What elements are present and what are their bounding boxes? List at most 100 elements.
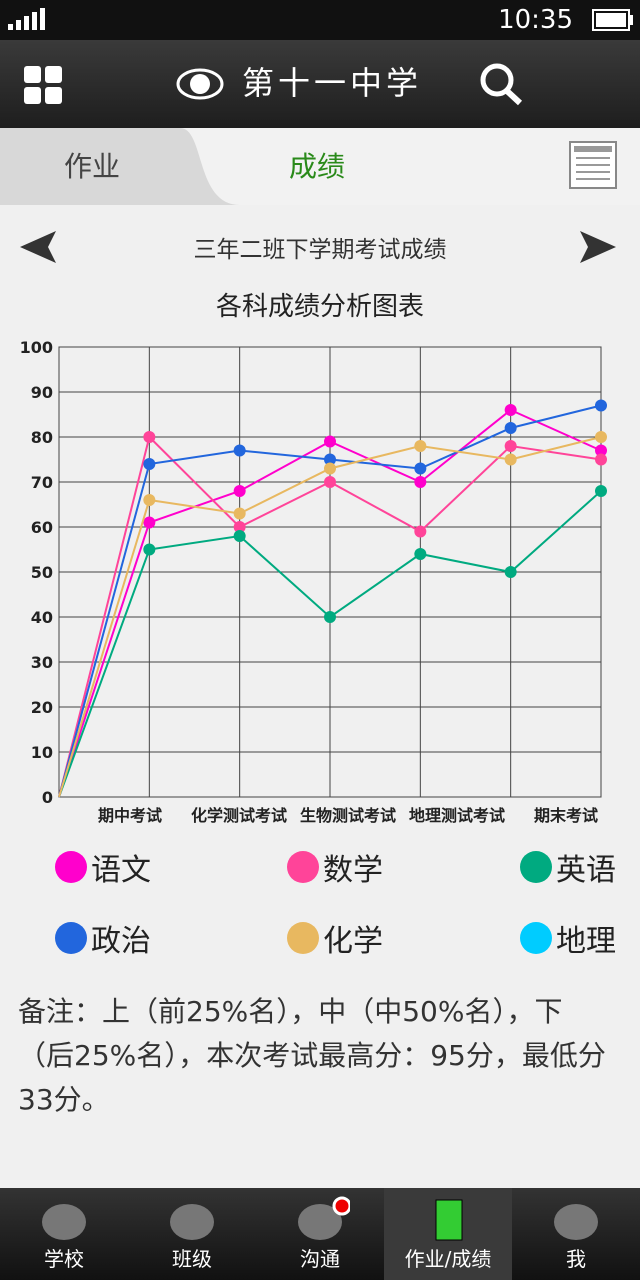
legend-label: 数学 bbox=[323, 853, 383, 888]
nav-item[interactable]: 作业/成绩 bbox=[384, 1188, 512, 1280]
legend-item: 政治 bbox=[55, 916, 151, 960]
y-tick-label: 10 bbox=[31, 743, 53, 762]
report-title: 三年二班下学期考试成绩 bbox=[194, 237, 447, 263]
tab-homework[interactable]: 作业 bbox=[64, 150, 120, 183]
y-tick-label: 50 bbox=[31, 563, 53, 582]
data-point bbox=[504, 453, 517, 466]
x-tick-label: 期中考试 bbox=[98, 806, 162, 825]
nav-label: 作业/成绩 bbox=[404, 1247, 492, 1271]
nav-item[interactable]: 沟通 bbox=[256, 1188, 384, 1280]
status-icons: 10:35 bbox=[8, 5, 633, 35]
clock: 10:35 bbox=[498, 5, 573, 35]
legend-item: 地理 bbox=[520, 916, 616, 960]
legend-item: 数学 bbox=[287, 845, 383, 889]
y-tick-label: 40 bbox=[31, 608, 53, 627]
data-point bbox=[595, 399, 607, 412]
data-point bbox=[414, 525, 427, 538]
data-point bbox=[233, 530, 246, 542]
legend-label: 政治 bbox=[91, 924, 151, 959]
legend-label: 语文 bbox=[91, 853, 151, 888]
data-point bbox=[414, 476, 427, 488]
note: 备注：上（前25%名），中（中50%名），下（后25%名），本次考试最高分：95… bbox=[18, 995, 606, 1116]
y-tick-label: 60 bbox=[31, 518, 53, 537]
nav-icon bbox=[42, 1204, 86, 1240]
nav-icon bbox=[554, 1204, 598, 1240]
nav-icon bbox=[435, 1199, 463, 1241]
nav-label: 班级 bbox=[172, 1247, 212, 1271]
data-point bbox=[143, 431, 156, 443]
data-point bbox=[504, 566, 517, 578]
x-tick-label: 化学测试考试 bbox=[191, 806, 287, 825]
y-tick-label: 20 bbox=[31, 698, 53, 717]
data-point bbox=[504, 440, 517, 452]
nav-label: 沟通 bbox=[300, 1247, 340, 1271]
data-point bbox=[414, 440, 427, 452]
nav-item[interactable]: 班级 bbox=[128, 1188, 256, 1280]
nav-item[interactable]: 学校 bbox=[0, 1188, 128, 1280]
legend-swatch bbox=[55, 922, 87, 954]
y-tick-label: 30 bbox=[31, 653, 53, 672]
data-point bbox=[595, 444, 607, 457]
y-tick-label: 70 bbox=[31, 473, 53, 492]
legend-swatch bbox=[55, 851, 87, 883]
nav-item[interactable]: 我 bbox=[512, 1188, 640, 1280]
data-point bbox=[414, 548, 427, 560]
tab-grades[interactable]: 成绩 bbox=[289, 150, 345, 183]
data-point bbox=[324, 476, 336, 488]
app-header: 第十一中学 bbox=[0, 40, 640, 128]
data-point bbox=[233, 507, 246, 520]
data-point bbox=[324, 435, 336, 448]
legend-item: 英语 bbox=[520, 845, 616, 889]
data-point bbox=[324, 462, 336, 475]
tab-bar: 作业 成绩 bbox=[0, 128, 640, 205]
prev-arrow[interactable] bbox=[20, 231, 56, 263]
tabs: 作业 成绩 bbox=[64, 128, 640, 205]
data-point bbox=[324, 453, 336, 466]
app-title: 第十一中学 bbox=[242, 64, 422, 102]
nav-label: 我 bbox=[566, 1247, 586, 1271]
nav-icon bbox=[298, 1196, 352, 1240]
data-point bbox=[143, 516, 156, 529]
data-point bbox=[233, 485, 246, 497]
y-tick-label: 0 bbox=[42, 788, 53, 807]
x-tick-label: 地理测试考试 bbox=[409, 806, 505, 825]
data-point bbox=[233, 444, 246, 457]
legend-swatch bbox=[520, 851, 552, 883]
y-tick-label: 80 bbox=[31, 428, 53, 447]
bottom-nav: 学校 班级 沟通 作业/成绩 我 bbox=[0, 1188, 640, 1280]
y-tick-label: 90 bbox=[31, 383, 53, 402]
chart-title: 各科成绩分析图表 bbox=[216, 292, 424, 322]
data-point bbox=[595, 485, 607, 497]
data-point bbox=[504, 422, 517, 434]
chart: 三年二班下学期考试成绩 各科成绩分析图表 0 10 20 30 40 50 60 70 80 90… bbox=[20, 231, 616, 825]
next-arrow[interactable] bbox=[580, 231, 616, 263]
data-point bbox=[595, 431, 607, 443]
school-logo bbox=[176, 68, 224, 100]
x-tick-label: 生物测试考试 bbox=[300, 806, 396, 825]
status-bar: 10:35 bbox=[0, 0, 640, 40]
legend-swatch bbox=[520, 922, 552, 954]
data-point bbox=[233, 521, 246, 533]
legend-item: 语文 bbox=[55, 845, 151, 889]
data-point bbox=[143, 543, 156, 556]
menu-icon[interactable] bbox=[24, 66, 62, 104]
data-point bbox=[595, 453, 607, 466]
header-content: 第十一中学 bbox=[24, 63, 523, 106]
data-point bbox=[143, 458, 156, 470]
nav-label: 学校 bbox=[44, 1247, 84, 1271]
data-point bbox=[324, 611, 336, 623]
legend-label: 地理 bbox=[556, 924, 616, 959]
data-point bbox=[143, 494, 156, 506]
legend-swatch bbox=[287, 922, 319, 954]
legend: 语文 数学 英语政治 化学 地理 bbox=[0, 830, 640, 970]
nav-icon bbox=[170, 1204, 214, 1240]
list-icon[interactable] bbox=[569, 141, 617, 189]
y-tick-label: 100 bbox=[20, 338, 53, 357]
search-icon[interactable] bbox=[480, 63, 523, 106]
legend-label: 英语 bbox=[556, 853, 616, 888]
x-tick-label: 期末考试 bbox=[534, 806, 598, 825]
legend-item: 化学 bbox=[287, 916, 383, 960]
data-point bbox=[414, 462, 427, 475]
data-point bbox=[504, 404, 517, 416]
